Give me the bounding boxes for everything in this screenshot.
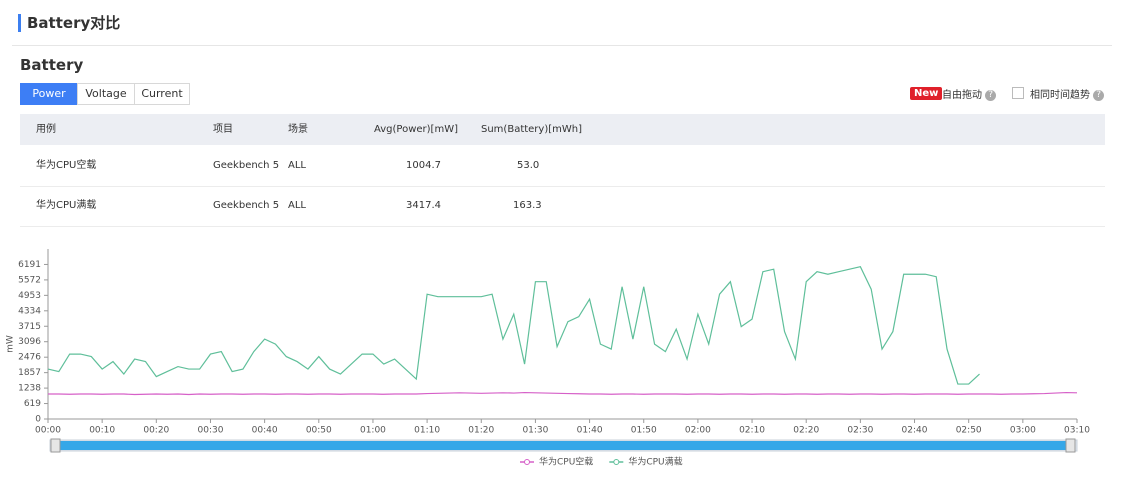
td: ALL [288, 200, 306, 211]
help-icon[interactable]: ? [1093, 89, 1105, 101]
chart: mW 0 619 1238 1857 2476 3096 3715 4334 4953 5572 6… [6, 249, 1090, 468]
tab[interactable]: Voltage [77, 83, 135, 105]
x-tick-label: 00:40 [252, 426, 278, 436]
table-row: 华为CPU满载 Geekbench 5 ALL 3417.4 163.3 [20, 186, 1105, 227]
th: Sum(Battery)[mWh] [481, 124, 583, 135]
section-title: Battery [20, 56, 84, 74]
x-tick-label: 01:20 [468, 426, 494, 436]
td: 1004.7 [406, 160, 441, 171]
x-tick-label: 01:10 [414, 426, 440, 436]
x-tick-label: 00:50 [306, 426, 332, 436]
table-row: 华为CPU空载 Geekbench 5 ALL 1004.7 53.0 [20, 146, 1105, 187]
drag-toggle[interactable]: 自由拖动 ? [942, 86, 997, 101]
x-tick-label: 03:10 [1064, 426, 1090, 436]
y-tick-label: 1238 [18, 384, 41, 394]
same-time-toggle[interactable]: 相同时间趋势 ? [1030, 86, 1105, 101]
x-tick-label: 02:00 [685, 426, 711, 436]
x-tick-label: 02:50 [956, 426, 982, 436]
y-tick-label: 5572 [18, 275, 41, 285]
td: Geekbench 5 [213, 160, 280, 171]
x-tick-label: 00:10 [89, 426, 115, 436]
x-tick-label: 00:00 [35, 426, 61, 436]
divider [12, 45, 1112, 46]
x-tick-label: 03:00 [1010, 426, 1036, 436]
legend-marker [524, 459, 530, 465]
series-line [48, 391, 1078, 396]
y-tick-label: 0 [35, 415, 41, 425]
y-tick-label: 2476 [18, 353, 41, 363]
y-axis-label: mW [6, 335, 16, 353]
zoom-handle[interactable] [50, 438, 61, 453]
x-tick-label: 01:50 [631, 426, 657, 436]
series-line [47, 266, 980, 385]
y-tick-label: 1857 [18, 368, 41, 378]
zoom-handle[interactable] [1065, 438, 1076, 453]
zoom-slider-range[interactable] [56, 441, 1071, 450]
x-tick-label: 00:30 [198, 426, 224, 436]
x-tick-label: 02:20 [793, 426, 819, 436]
help-icon[interactable]: ? [985, 89, 997, 101]
page-title: Battery对比 [18, 14, 120, 32]
th: 用例 [36, 124, 56, 135]
td: 华为CPU满载 [36, 200, 97, 211]
tab[interactable]: Power [20, 83, 78, 105]
checkbox[interactable] [1012, 87, 1024, 99]
y-tick-label: 6191 [18, 260, 41, 270]
td: 华为CPU空载 [36, 160, 97, 171]
th: Avg(Power)[mW] [374, 124, 458, 135]
legend-label: 华为CPU空载 [539, 456, 593, 468]
y-tick-label: 4953 [18, 291, 41, 301]
td: 3417.4 [406, 200, 441, 211]
y-tick-label: 619 [24, 399, 41, 409]
x-tick-label: 02:40 [902, 426, 928, 436]
legend-label: 华为CPU满载 [628, 456, 682, 468]
th: 项目 [213, 124, 233, 135]
td: 163.3 [513, 200, 542, 211]
td: 53.0 [517, 160, 540, 171]
x-tick-label: 00:20 [143, 426, 169, 436]
table-header: 用例 项目 场景 Avg(Power)[mW] Sum(Battery)[mWh… [20, 114, 1105, 145]
x-tick-label: 02:10 [739, 426, 765, 436]
tab[interactable]: Current [134, 83, 190, 105]
y-tick-label: 3715 [18, 322, 41, 332]
label: 相同时间趋势 [1030, 90, 1090, 101]
x-tick-label: 01:30 [522, 426, 548, 436]
x-tick-label: 02:30 [847, 426, 873, 436]
x-tick-label: 01:40 [577, 426, 603, 436]
y-tick-label: 3096 [18, 337, 41, 347]
td: Geekbench 5 [213, 200, 280, 211]
legend-marker [613, 459, 620, 465]
new-badge: New [910, 87, 943, 100]
label: 自由拖动 [942, 90, 982, 101]
y-tick-label: 4334 [18, 306, 41, 316]
x-tick-label: 01:00 [360, 426, 386, 436]
td: ALL [288, 160, 306, 171]
th: 场景 [288, 124, 308, 135]
